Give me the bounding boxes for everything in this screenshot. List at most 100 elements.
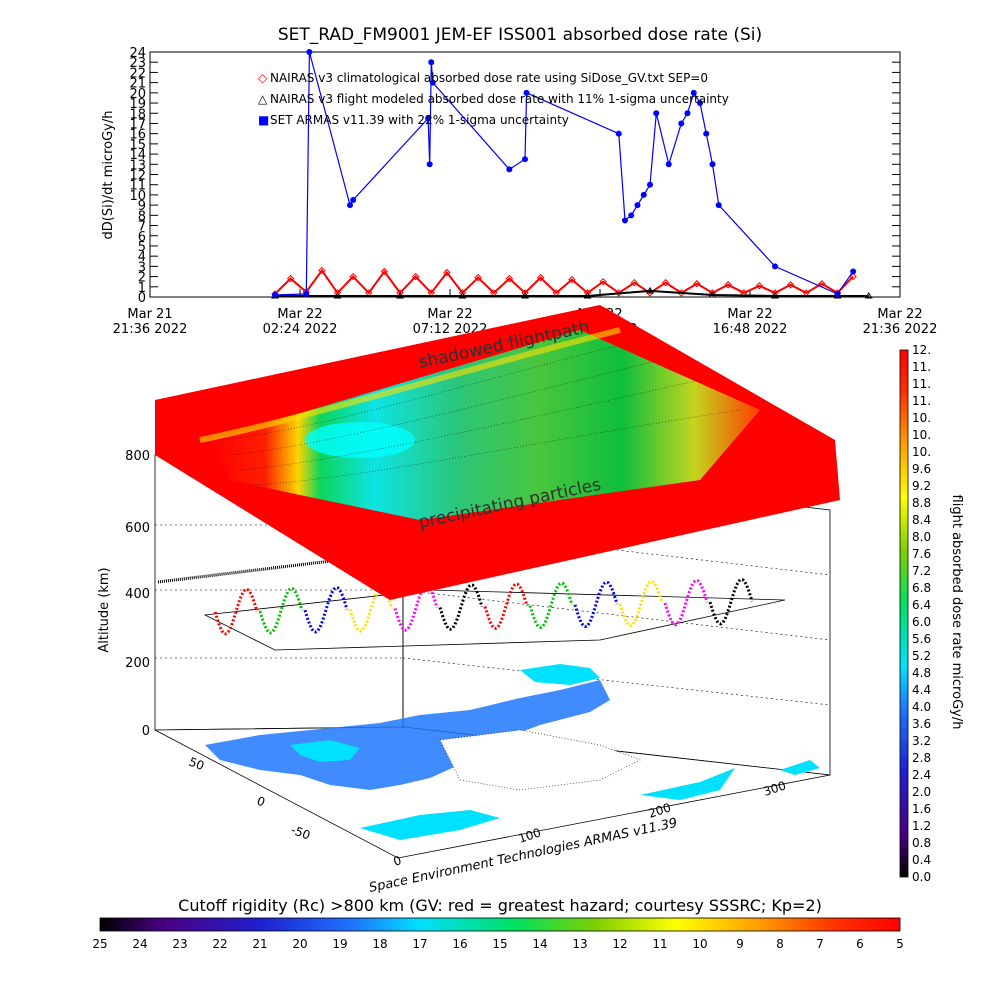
svg-text:800: 800 xyxy=(125,449,150,464)
dose-colorbar-tick: 2.8 xyxy=(912,751,931,765)
dose-colorbar-tick: 2.0 xyxy=(912,785,931,799)
legend-symbol: △ xyxy=(258,92,268,106)
rigidity-colorbar-tick: 7 xyxy=(816,937,824,951)
legend-label: NAIRAS v3 flight modeled absorbed dose r… xyxy=(270,92,729,106)
legend-symbol: ■ xyxy=(258,113,269,127)
data-point-armas xyxy=(426,161,433,168)
x-tick-label-time: 02:24 2022 xyxy=(263,322,338,337)
y-tick-label: 2 xyxy=(138,271,146,286)
dose-colorbar-tick: 0.4 xyxy=(912,853,931,867)
orbit-track xyxy=(573,580,619,629)
dose-colorbar-tick: 1.6 xyxy=(912,802,931,816)
data-point-armas xyxy=(647,181,653,188)
y-tick-label: 13 xyxy=(129,158,146,173)
dose-colorbar-tick: 0.8 xyxy=(912,836,931,850)
data-point-flight-modeled xyxy=(458,292,467,299)
data-point-flight-modeled xyxy=(333,292,342,299)
data-point-armas xyxy=(697,100,703,107)
rigidity-colorbar-tick: 19 xyxy=(332,937,347,951)
data-point-armas xyxy=(834,290,841,297)
y-tick-label: 3 xyxy=(138,260,146,275)
dose-colorbar-tick: 8.4 xyxy=(912,513,931,527)
rigidity-colorbar: Cutoff rigidity (Rc) >800 km (GV: red = … xyxy=(92,896,903,951)
legend-label: NAIRAS v3 climatological absorbed dose r… xyxy=(270,71,708,85)
series-line-1 xyxy=(274,268,854,295)
data-point-armas xyxy=(634,202,641,209)
svg-text:0: 0 xyxy=(392,853,404,869)
data-point-flight-modeled xyxy=(708,290,717,298)
rigidity-colorbar-tick: 10 xyxy=(692,937,707,951)
dose-colorbar-ticks: 0.0 0.4 0.8 1.2 1.6 2.0 2.4 2.8 3.2 3.6 4.0 4.4 4.8 5… xyxy=(912,343,931,884)
data-point-armas xyxy=(303,290,310,297)
dose-colorbar-tick: 7.2 xyxy=(912,564,931,578)
flightpath-orbits xyxy=(213,577,754,636)
y-tick-label: 10 xyxy=(129,189,146,204)
y-tick-label: 14 xyxy=(129,148,146,163)
y-tick-label: 20 xyxy=(129,87,146,102)
y-tick-label: 8 xyxy=(138,209,146,224)
rigidity-colorbar-tick: 14 xyxy=(532,937,547,951)
dose-colorbar-tick: 4.0 xyxy=(912,700,931,714)
data-point-armas xyxy=(429,79,436,86)
plot-frame xyxy=(149,51,901,298)
rigidity-colorbar-tick: 6 xyxy=(856,937,864,951)
y-tick-label: 17 xyxy=(129,117,146,132)
dose-colorbar-tick: 6.8 xyxy=(912,581,931,595)
data-point-armas xyxy=(709,161,716,168)
data-point-armas xyxy=(428,59,435,66)
dose-colorbar-tick: 2.4 xyxy=(912,768,931,782)
data-point-climatological xyxy=(755,282,764,290)
svg-text:300: 300 xyxy=(762,778,788,798)
legend-label: SET ARMAS v11.39 with 22% 1-sigma uncert… xyxy=(270,113,569,127)
rigidity-colorbar-tick: 25 xyxy=(92,937,107,951)
dose-colorbar-tick: 11. xyxy=(912,394,931,408)
rigidity-colorbar-tick: 5 xyxy=(896,937,904,951)
data-point-armas xyxy=(522,156,528,163)
dose-colorbar-tick: 3.2 xyxy=(912,734,931,748)
dose-colorbar-tick: 3.6 xyxy=(912,717,931,731)
data-point-flight-modeled xyxy=(521,292,529,299)
y-tick-label: 4 xyxy=(138,250,146,265)
data-point-flight-modeled xyxy=(583,292,592,299)
data-point-climatological xyxy=(318,266,326,275)
orbit-track xyxy=(663,578,709,627)
rigidity-colorbar-tick: 9 xyxy=(736,937,744,951)
data-point-armas xyxy=(678,120,685,127)
svg-text:100: 100 xyxy=(517,825,543,845)
altitude-axis-label: Altitude (km) xyxy=(97,567,112,652)
dose-colorbar-tick: 11. xyxy=(912,360,931,374)
data-point-armas xyxy=(425,115,432,122)
rigidity-colorbar-tick: 16 xyxy=(452,937,467,951)
data-point-armas xyxy=(347,202,353,209)
dose-colorbar-tick: 9.2 xyxy=(912,479,931,493)
orbit-track xyxy=(708,577,754,626)
series-line-3 xyxy=(274,51,854,296)
rigidity-colorbar-tick: 22 xyxy=(212,937,227,951)
data-point-armas xyxy=(622,217,628,224)
data-point-climatological xyxy=(536,273,545,282)
data-point-climatological xyxy=(474,273,482,282)
dose-colorbar-tick: 10. xyxy=(912,445,931,459)
rigidity-colorbar-tick: 20 xyxy=(292,937,307,951)
svg-text:200: 200 xyxy=(125,656,150,671)
svg-text:400: 400 xyxy=(125,587,150,602)
series-layer xyxy=(271,49,873,299)
orbit-track xyxy=(483,582,529,630)
y-tick-label: 16 xyxy=(129,128,146,143)
orbit-track xyxy=(528,581,574,630)
rigidity-colorbar-ticks: 25 24 23 22 21 20 19 18 17 16 15 14 13 12 11 10 9 8 7 6 5 xyxy=(92,937,903,951)
dose-colorbar-tick: 8.0 xyxy=(912,530,931,544)
data-point-climatological xyxy=(380,267,389,276)
y-tick-label: 1 xyxy=(138,281,146,296)
data-point-armas xyxy=(653,110,660,117)
series-line-2 xyxy=(275,289,869,297)
rigidity-colorbar-tick: 24 xyxy=(132,937,147,951)
x-tick-label-time: 16:48 2022 xyxy=(713,322,788,337)
data-point-armas xyxy=(703,130,710,137)
data-point-armas xyxy=(506,166,513,173)
dose-colorbar-tick: 1.2 xyxy=(912,819,931,833)
data-point-armas xyxy=(306,49,313,55)
y-tick-label: 12 xyxy=(129,169,146,184)
data-point-armas xyxy=(350,197,357,204)
flightpath-plane xyxy=(203,589,786,651)
